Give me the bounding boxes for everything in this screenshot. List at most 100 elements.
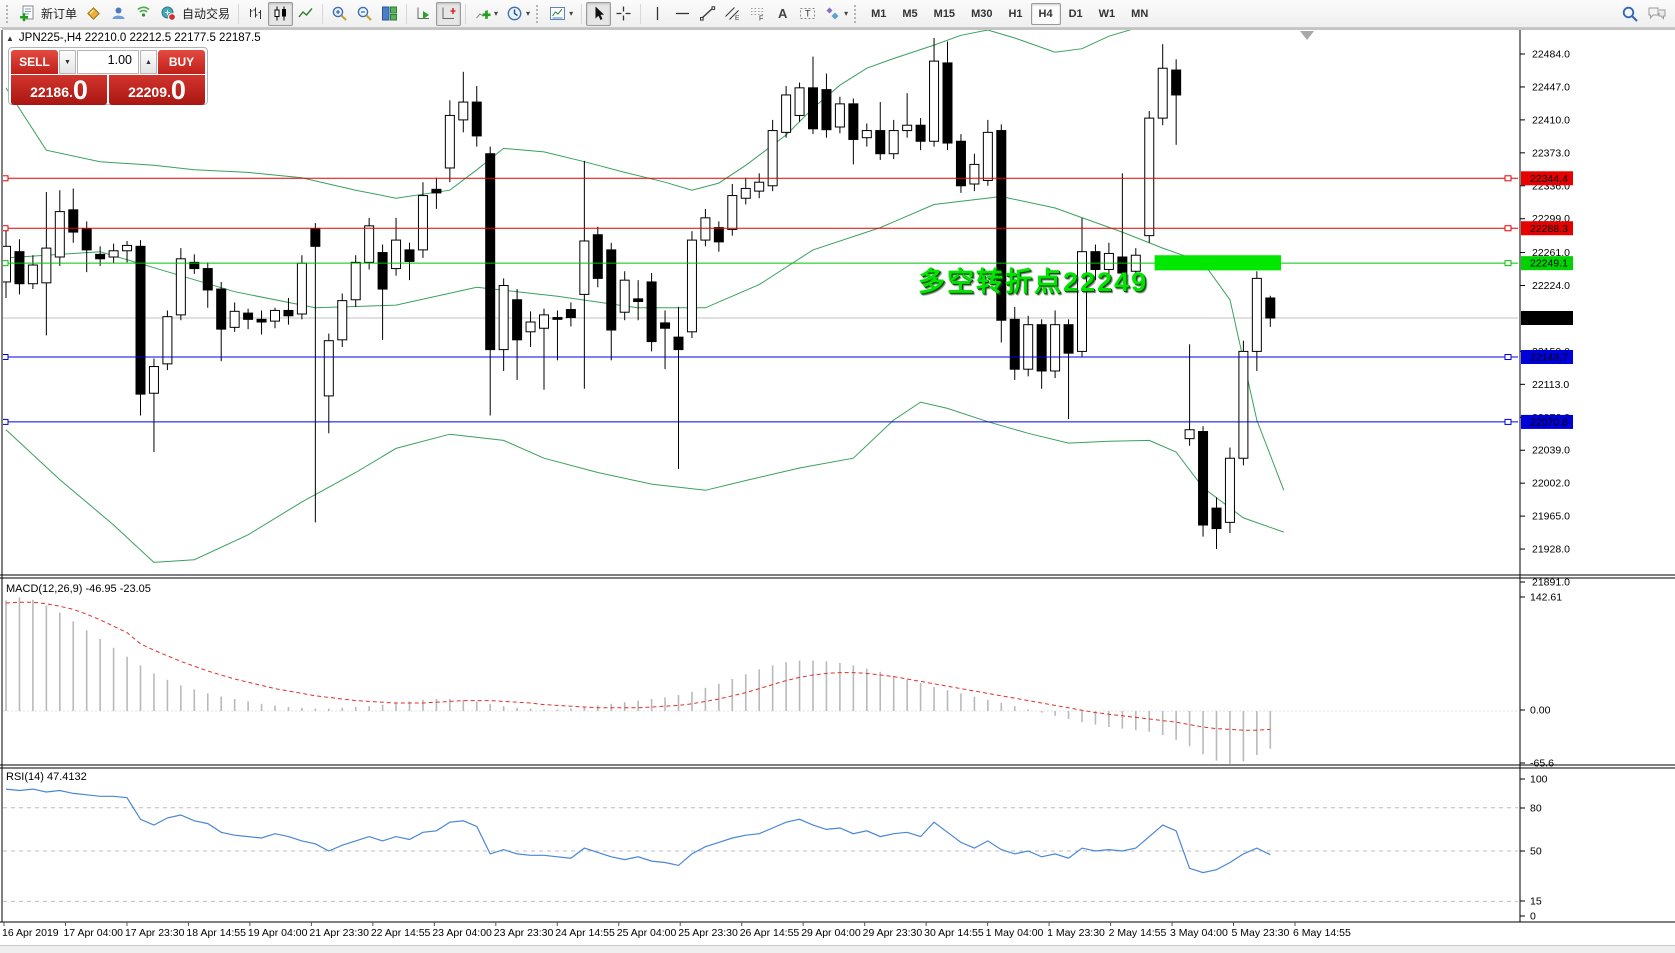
trendline-button[interactable]	[695, 2, 720, 26]
svg-text:22288.3: 22288.3	[1530, 223, 1568, 235]
tile-windows-button[interactable]	[377, 2, 402, 26]
price-tick-label: 22484.0	[1532, 49, 1570, 61]
chart-canvas[interactable]: 22484.022447.022410.022373.022336.022299…	[0, 28, 1675, 945]
resistance-line-1-handle[interactable]	[2, 175, 9, 182]
candle	[175, 248, 186, 321]
toolbar-separator	[406, 3, 408, 24]
fibonacci-button[interactable]: F	[745, 2, 770, 26]
chart-shift-marker-icon[interactable]	[1300, 31, 1314, 40]
timeframe-m1-button[interactable]: M1	[871, 7, 887, 20]
line-chart-button[interactable]	[293, 2, 318, 26]
community-button[interactable]	[106, 2, 131, 26]
time-axis[interactable]: 16 Apr 2019 17 Apr 04:00 17 Apr 23:30 18 Ap…	[2, 922, 1351, 939]
time-axis-label: 30 Apr 14:55	[924, 927, 984, 939]
search-button[interactable]	[1617, 2, 1643, 26]
new-order-icon	[19, 5, 36, 22]
price-tick-label: 22410.0	[1532, 114, 1570, 126]
price-tick-label: 22113.0	[1532, 379, 1569, 391]
timeframe-mn-button[interactable]: MN	[1131, 7, 1149, 20]
pivot-line-handle[interactable]	[2, 260, 9, 267]
timeframe-d1-button[interactable]: D1	[1068, 7, 1083, 20]
highlight-rectangle-object[interactable]	[1154, 255, 1282, 271]
candle	[1198, 426, 1209, 537]
label-icon: T	[799, 5, 816, 22]
dropdown-caret-icon[interactable]: ▾	[526, 9, 531, 18]
auto-scroll-button[interactable]	[411, 2, 436, 26]
support-line-1-handle[interactable]	[1504, 354, 1512, 361]
candle	[1265, 295, 1276, 327]
dropdown-caret-icon[interactable]: ▾	[494, 9, 499, 18]
time-axis-label: 29 Apr 23:30	[863, 927, 923, 939]
timeframe-m5-button[interactable]: M5	[902, 7, 918, 20]
timeframe-h1-button[interactable]: H1	[1008, 7, 1023, 20]
equidistant-channel-button[interactable]: E	[720, 2, 745, 26]
candle	[148, 358, 159, 453]
candle	[1023, 315, 1034, 377]
volume-input[interactable]: 1.00	[77, 50, 139, 74]
dropdown-caret-icon[interactable]: ▾	[844, 9, 849, 18]
resistance-line-1-handle[interactable]	[1504, 175, 1512, 182]
candle	[498, 278, 509, 371]
rsi-axis-label: 0	[1530, 911, 1536, 923]
support-line-2-handle[interactable]	[1504, 418, 1512, 425]
pivot-line-handle[interactable]	[1504, 260, 1512, 267]
main-price-pane[interactable]	[2, 28, 1519, 563]
candle	[1117, 173, 1128, 281]
periods-button[interactable]: ▾	[502, 2, 534, 26]
crosshair-button[interactable]	[611, 2, 636, 26]
candle	[417, 182, 428, 258]
dropdown-caret-icon[interactable]: ▾	[569, 9, 574, 18]
label-button[interactable]: T	[795, 2, 820, 26]
svg-text:22249.1: 22249.1	[1530, 258, 1568, 270]
tline-icon	[699, 5, 716, 22]
support-line-1-handle[interactable]	[2, 354, 9, 361]
rsi-pane[interactable]: RSI(14) 47.4132 100 80 50 15 0	[3, 771, 1548, 923]
zoom-in-button[interactable]	[327, 2, 352, 26]
buy-price-display[interactable]: 22209. 0	[109, 75, 205, 105]
price-tick-label: 22373.0	[1532, 147, 1570, 159]
candlestick-series	[3, 37, 1276, 550]
timeframe-m15-button[interactable]: M15	[933, 7, 956, 20]
chat-button[interactable]	[1643, 2, 1671, 26]
bars-chart-button[interactable]	[243, 2, 268, 26]
volume-up-button[interactable]: ▲	[140, 50, 157, 74]
rsi-axis-label: 50	[1530, 846, 1542, 858]
timeframe-m30-button[interactable]: M30	[971, 7, 993, 20]
vertical-line-button[interactable]	[645, 2, 670, 26]
indicators-button[interactable]: ▾	[470, 2, 502, 26]
chart-window[interactable]: 22484.0 22447.0 22410.0 22373.0 22336.0 22299…	[0, 28, 1675, 945]
text-button[interactable]: A	[770, 2, 795, 26]
resistance-line-2-handle[interactable]	[2, 225, 9, 232]
chart-shift-button[interactable]	[436, 1, 462, 26]
cursor-button[interactable]	[586, 1, 612, 26]
candle	[700, 208, 711, 247]
candle	[660, 310, 671, 370]
community-icon	[110, 5, 127, 22]
candle	[552, 310, 563, 361]
candles-chart-button[interactable]	[268, 1, 294, 26]
horizontal-line-button[interactable]	[670, 2, 695, 26]
timeframe-w1-button[interactable]: W1	[1098, 7, 1116, 20]
candle	[740, 177, 751, 205]
zoom-out-button[interactable]	[352, 2, 377, 26]
volume-down-button[interactable]: ▼	[59, 50, 76, 74]
algo-trading-button[interactable]: 自动交易	[156, 2, 234, 26]
sell-price-prefix: 22186	[30, 84, 69, 100]
macd-pane[interactable]: MACD(12,26,9) -46.95 -23.05 142.61 0.00 -65…	[3, 583, 1562, 770]
market-button[interactable]	[81, 2, 106, 26]
rsi-axis-label: 80	[1530, 803, 1542, 815]
buy-button[interactable]: BUY	[158, 50, 205, 74]
resistance-line-2-handle[interactable]	[1504, 225, 1512, 232]
crosshair-icon	[615, 5, 632, 22]
signals-button[interactable]	[131, 2, 156, 26]
sell-button[interactable]: SELL	[11, 50, 58, 74]
chart-text-annotation[interactable]: 多空转折点22249	[918, 267, 1149, 297]
support-line-2-handle[interactable]	[2, 418, 9, 425]
timeframe-h4-button[interactable]: H4	[1030, 2, 1061, 25]
new-order-button[interactable]: 新订单	[15, 2, 81, 26]
candle	[323, 333, 334, 434]
sell-price-display[interactable]: 22186. 0	[11, 75, 107, 105]
templates-button[interactable]: ▾	[545, 2, 577, 26]
shapes-button[interactable]: ▾	[820, 2, 852, 26]
trade-panel-collapse-icon[interactable]: ▲	[6, 33, 14, 43]
